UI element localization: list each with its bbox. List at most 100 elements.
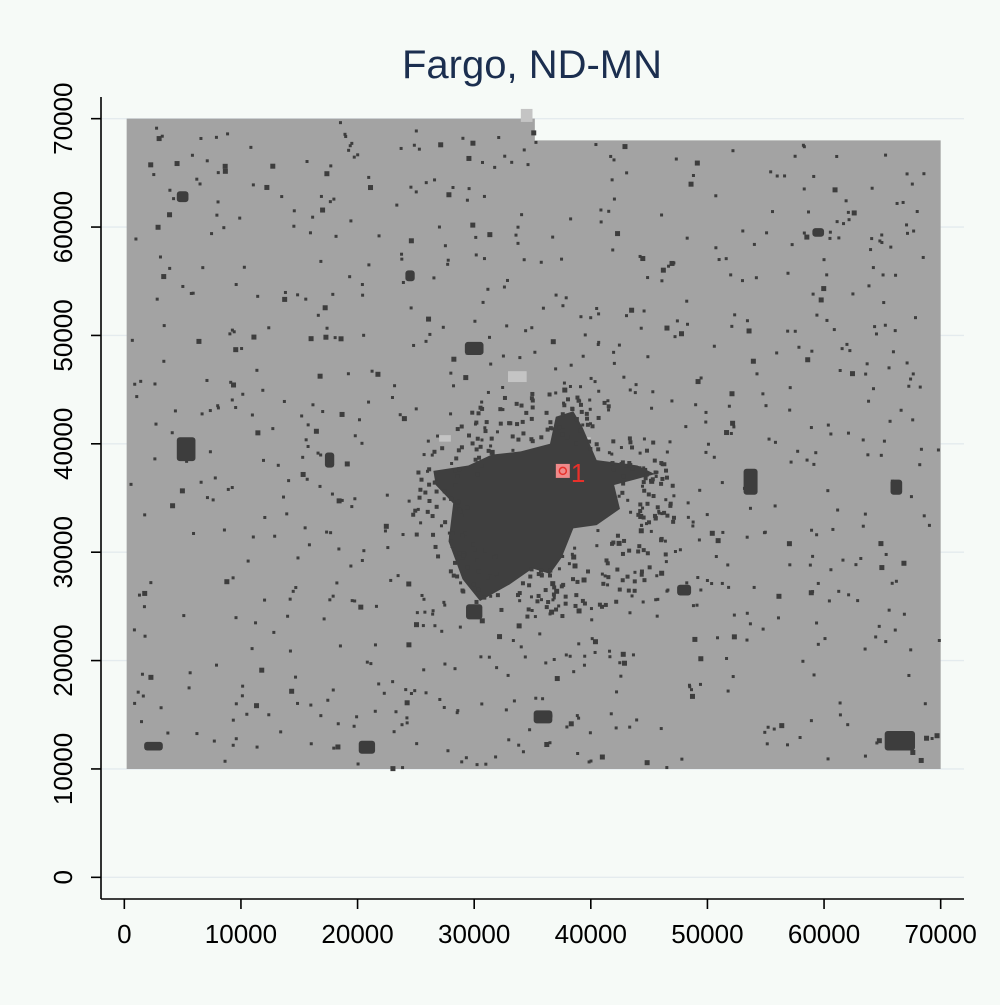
core-edge-cell bbox=[516, 593, 521, 598]
developed-cell bbox=[807, 210, 811, 214]
developed-cell bbox=[589, 376, 593, 380]
developed-cell bbox=[773, 440, 777, 444]
developed-cell bbox=[226, 487, 230, 491]
developed-cell bbox=[377, 682, 381, 686]
developed-cell bbox=[156, 136, 162, 142]
developed-cell bbox=[622, 144, 628, 150]
developed-cell bbox=[883, 323, 887, 327]
developed-cell bbox=[879, 565, 885, 571]
developed-cell bbox=[714, 246, 718, 250]
developed-cell bbox=[416, 507, 420, 511]
core-edge-cell bbox=[465, 505, 470, 510]
developed-cell bbox=[390, 766, 396, 772]
developed-cell bbox=[153, 457, 157, 461]
developed-cell bbox=[706, 442, 710, 446]
developed-cell bbox=[325, 326, 329, 330]
core-edge-cell bbox=[547, 573, 552, 578]
core-edge-cell bbox=[586, 569, 591, 574]
core-edge-cell bbox=[611, 467, 616, 472]
developed-cell bbox=[440, 629, 444, 633]
core-edge-cell bbox=[454, 456, 459, 461]
core-edge-cell bbox=[476, 569, 481, 574]
developed-cell bbox=[577, 716, 581, 720]
developed-cell bbox=[174, 161, 180, 167]
developed-cell bbox=[460, 760, 464, 764]
developed-cell bbox=[335, 581, 339, 585]
developed-cell bbox=[493, 165, 497, 169]
developed-cell bbox=[319, 714, 323, 718]
developed-cell bbox=[640, 484, 644, 488]
core-edge-cell bbox=[455, 427, 460, 432]
developed-cell bbox=[712, 344, 716, 348]
developed-cell bbox=[581, 354, 585, 358]
developed-cell bbox=[205, 496, 209, 500]
core-edge-cell bbox=[474, 420, 479, 425]
core-edge-cell bbox=[436, 554, 441, 559]
core-edge-cell bbox=[434, 489, 439, 494]
developed-cell bbox=[832, 187, 838, 193]
developed-cell bbox=[431, 609, 435, 613]
core-edge-cell bbox=[565, 397, 570, 402]
core-edge-cell bbox=[594, 442, 599, 447]
developed-cell bbox=[710, 582, 714, 586]
developed-cell bbox=[285, 512, 289, 516]
developed-cell bbox=[319, 194, 323, 198]
developed-cell bbox=[335, 744, 341, 750]
developed-cell bbox=[608, 649, 612, 653]
core-edge-cell bbox=[434, 504, 439, 509]
core-edge-cell bbox=[575, 579, 580, 584]
developed-cell bbox=[288, 649, 292, 653]
developed-cell bbox=[630, 594, 634, 598]
core-edge-cell bbox=[644, 448, 649, 453]
developed-cell bbox=[353, 434, 357, 438]
developed-cell bbox=[554, 588, 560, 594]
developed-cell bbox=[407, 499, 411, 503]
developed-cell bbox=[870, 186, 874, 190]
developed-cell bbox=[255, 745, 259, 749]
core-edge-cell bbox=[530, 439, 535, 444]
developed-cell bbox=[712, 455, 716, 459]
developed-cell bbox=[654, 598, 658, 602]
developed-cell bbox=[788, 563, 792, 567]
developed-cell bbox=[801, 659, 805, 663]
developed-cell bbox=[732, 425, 736, 429]
developed-cell bbox=[826, 489, 830, 493]
developed-cell bbox=[234, 406, 238, 410]
cluster-10 bbox=[677, 584, 692, 596]
core-edge-cell bbox=[476, 587, 481, 592]
developed-cell bbox=[377, 234, 381, 238]
developed-cell bbox=[859, 556, 863, 560]
developed-cell bbox=[246, 559, 250, 563]
core-edge-cell bbox=[453, 468, 458, 473]
developed-cell bbox=[550, 339, 556, 345]
core-edge-cell bbox=[433, 544, 438, 549]
developed-cell bbox=[446, 258, 450, 262]
core-edge-cell bbox=[644, 472, 649, 477]
cluster-2 bbox=[358, 740, 376, 754]
developed-cell bbox=[767, 437, 771, 441]
developed-cell bbox=[763, 530, 767, 534]
developed-cell bbox=[562, 401, 566, 405]
core-edge-cell bbox=[651, 440, 656, 445]
developed-cell bbox=[763, 730, 767, 734]
developed-cell bbox=[619, 674, 623, 678]
core-edge-cell bbox=[571, 577, 576, 582]
developed-cell bbox=[433, 178, 437, 182]
developed-cell bbox=[686, 322, 690, 326]
developed-cell bbox=[305, 477, 309, 481]
developed-cell bbox=[837, 589, 841, 593]
core-edge-cell bbox=[652, 513, 657, 518]
core-edge-cell bbox=[478, 444, 483, 449]
core-edge-cell bbox=[626, 588, 631, 593]
developed-cell bbox=[876, 738, 882, 744]
core-edge-cell bbox=[467, 433, 472, 438]
developed-cell bbox=[609, 154, 613, 158]
developed-cell bbox=[412, 143, 416, 147]
developed-cell bbox=[629, 510, 633, 514]
developed-cell bbox=[634, 383, 638, 387]
x-tick-label-50000: 50000 bbox=[671, 919, 743, 949]
developed-cell bbox=[261, 388, 265, 392]
developed-cell bbox=[750, 358, 756, 364]
core-edge-cell bbox=[606, 404, 611, 409]
developed-cell bbox=[617, 494, 621, 498]
